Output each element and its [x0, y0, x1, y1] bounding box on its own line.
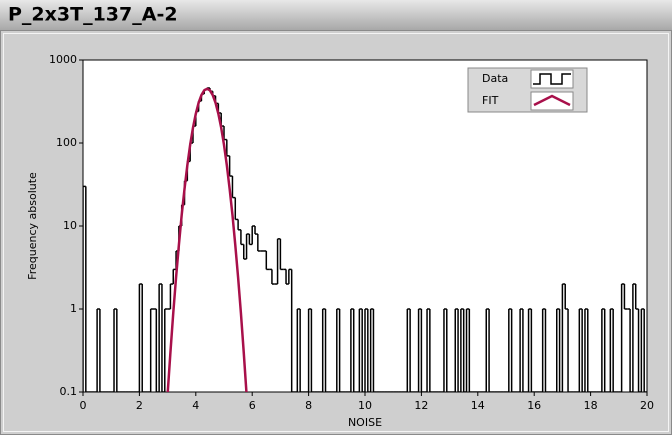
x-tick-label: 2 [136, 399, 143, 412]
legend: Data FIT [467, 67, 588, 113]
legend-label: Data [482, 72, 508, 85]
panel-bevel [3, 33, 669, 432]
legend-swatch [533, 94, 571, 107]
x-tick-label: 0 [80, 399, 87, 412]
legend-swatch [533, 73, 571, 85]
legend-label: FIT [482, 94, 499, 107]
x-tick-label: 18 [584, 399, 598, 412]
y-tick-label: 1000 [49, 53, 77, 66]
plot-layer [83, 87, 647, 392]
y-tick-label: 10 [63, 219, 77, 232]
x-tick-label: 14 [471, 399, 485, 412]
x-tick-label: 6 [249, 399, 256, 412]
y-tick-label: 0.1 [60, 385, 78, 398]
legend-swatch-bg [530, 69, 574, 89]
plot-area [82, 59, 648, 393]
y-tick-label: 1 [70, 302, 77, 315]
legend-swatch-bg [530, 91, 574, 111]
y-axis-label: Frequency absolute [26, 172, 39, 280]
header-title: P_2x3T_137_A-2 [8, 4, 178, 26]
x-axis-label: NOISE [348, 416, 382, 429]
header-bar [0, 0, 672, 30]
x-tick-label: 20 [640, 399, 654, 412]
x-tick-label: 10 [358, 399, 372, 412]
y-tick-label: 100 [56, 136, 77, 149]
x-tick-label: 8 [305, 399, 312, 412]
x-tick-label: 16 [527, 399, 541, 412]
x-tick-label: 4 [192, 399, 199, 412]
fit-curve [166, 87, 248, 392]
x-tick-label: 12 [414, 399, 428, 412]
